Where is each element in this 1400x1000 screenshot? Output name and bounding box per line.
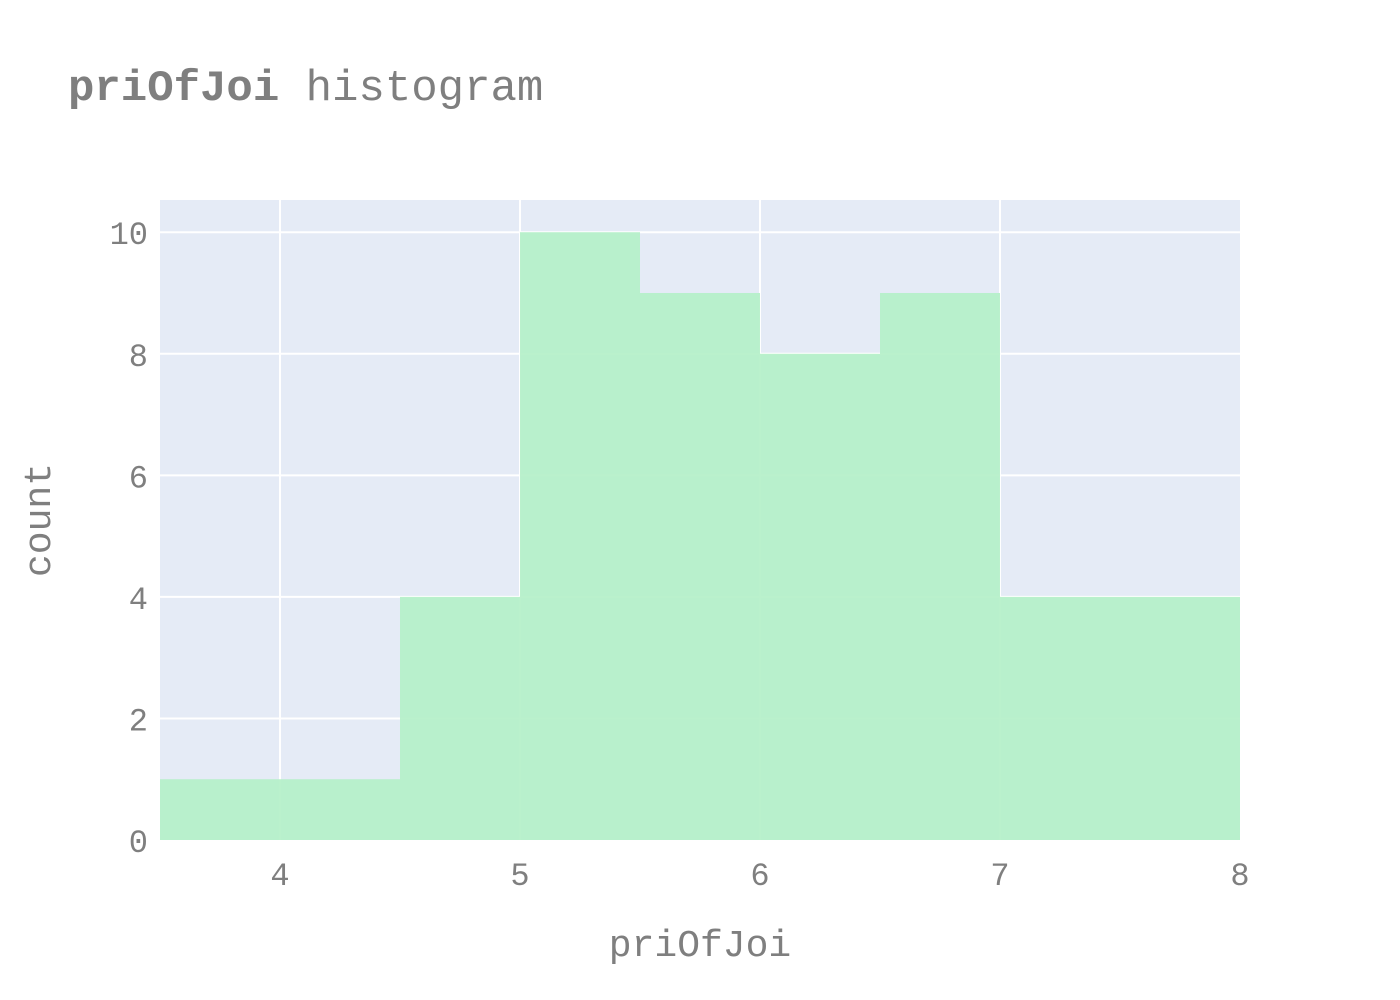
- histogram-bar: [760, 353, 880, 840]
- histogram-bar: [400, 596, 520, 840]
- x-tick-label: 8: [1230, 858, 1249, 895]
- y-tick-label: 2: [129, 703, 148, 740]
- y-axis-label: count: [19, 463, 62, 577]
- y-tick-label: 8: [129, 339, 148, 376]
- x-tick-label: 4: [270, 858, 289, 895]
- y-tick-label: 10: [110, 217, 148, 254]
- histogram-bar: [1000, 596, 1120, 840]
- x-axis-label: priOfJoi: [609, 925, 791, 968]
- histogram-bar: [880, 292, 1000, 840]
- histogram-bars: [160, 232, 1240, 841]
- chart-title-bold: priOfJoi: [68, 64, 279, 114]
- axis-tick-labels: 0 2 4 6 8 10 4 5 6 7 8: [110, 217, 1250, 895]
- x-tick-label: 7: [990, 858, 1009, 895]
- histogram-bar: [1120, 596, 1240, 840]
- chart-title-rest: histogram: [279, 64, 543, 114]
- x-tick-label: 6: [750, 858, 769, 895]
- histogram-bar: [520, 232, 640, 841]
- chart-title: priOfJoi histogram: [68, 64, 543, 114]
- histogram-bar: [280, 779, 400, 840]
- histogram-bar: [640, 292, 760, 840]
- x-tick-label: 5: [510, 858, 529, 895]
- histogram-bar: [160, 779, 280, 840]
- y-tick-label: 4: [129, 582, 148, 619]
- y-tick-label: 6: [129, 460, 148, 497]
- y-tick-label: 0: [129, 825, 148, 862]
